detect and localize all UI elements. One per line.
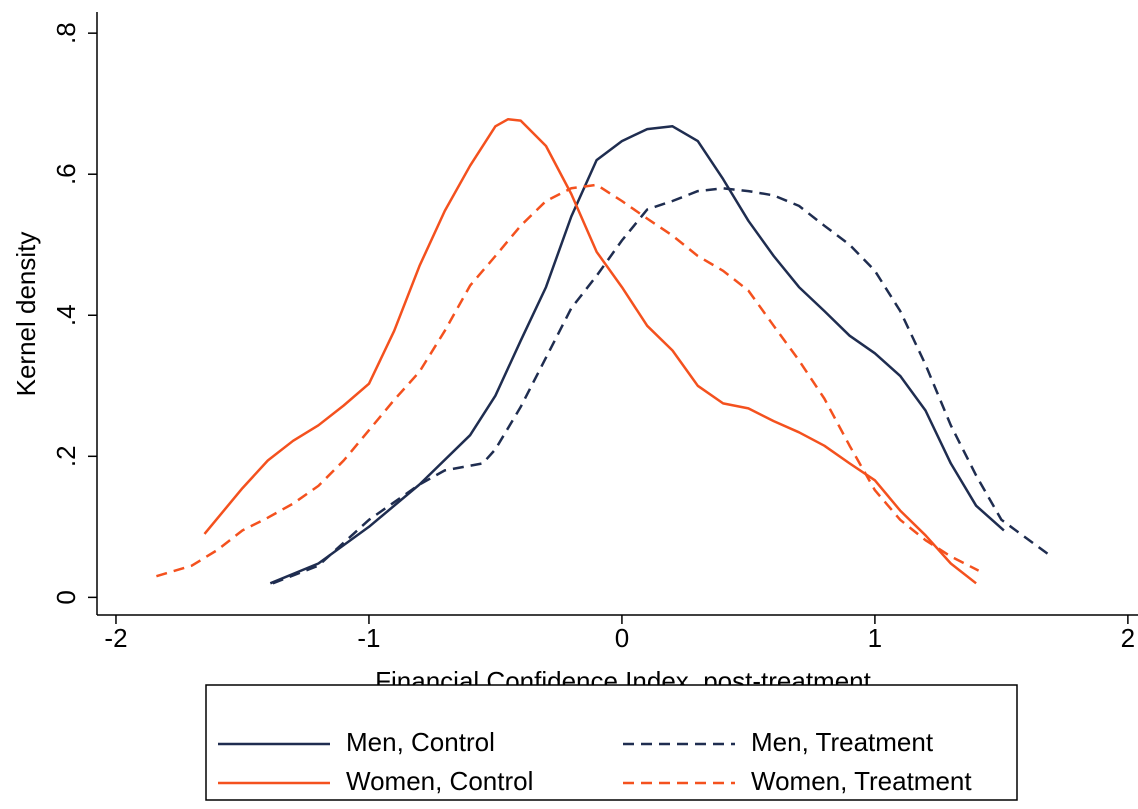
x-tick-label: 2 [1121,623,1135,653]
legend-label: Men, Control [346,727,495,757]
series-line [269,125,1005,585]
x-tick-label: 1 [868,623,882,653]
series-line [272,187,1051,585]
y-axis-label: Kernel density [11,232,41,397]
series-line [203,117,977,585]
y-tick-label: .6 [51,163,81,185]
legend-label: Women, Treatment [751,766,972,796]
series-line [156,183,980,578]
y-tick-label: 0 [51,590,81,604]
x-tick-label: 0 [615,623,629,653]
legend-label: Women, Control [346,766,533,796]
legend-box [205,684,1018,801]
y-tick-label: .2 [51,445,81,467]
y-tick-label: .8 [51,22,81,44]
y-tick-label: .4 [51,304,81,326]
x-tick-label: -2 [104,623,127,653]
legend-label: Men, Treatment [751,727,934,757]
x-tick-label: -1 [357,623,380,653]
